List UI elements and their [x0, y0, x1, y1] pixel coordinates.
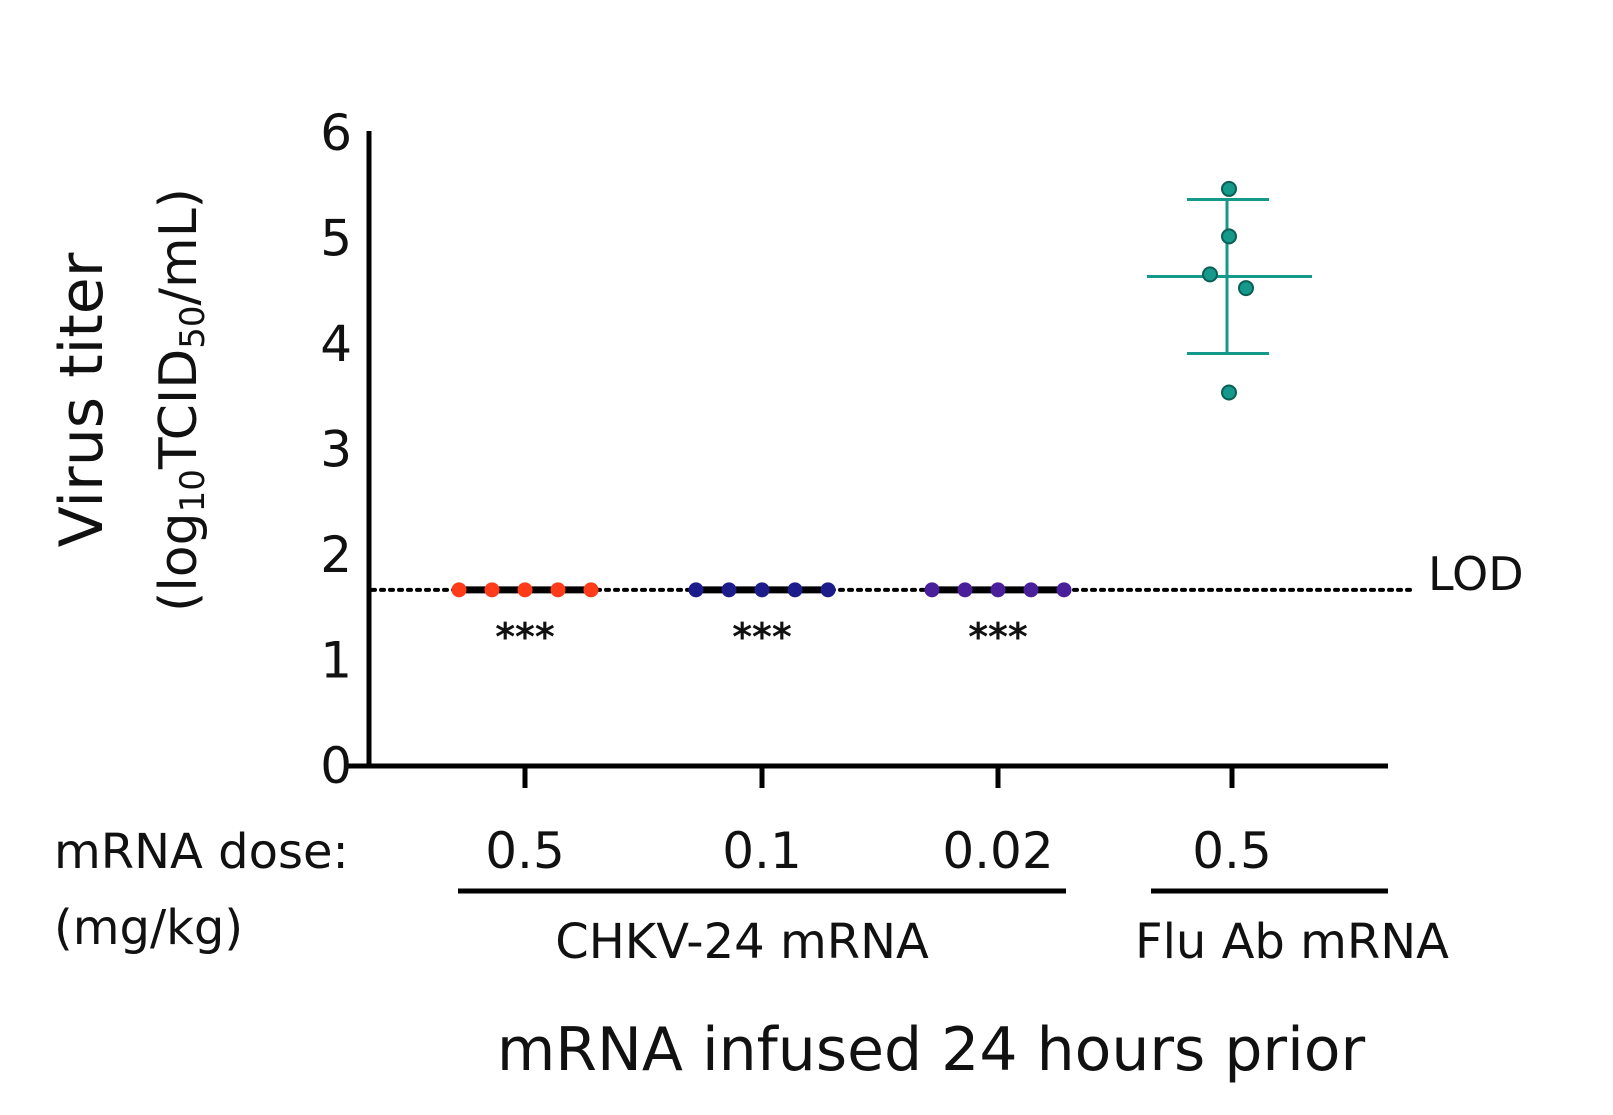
x-tick-label-dose: 0.5 [1192, 822, 1272, 880]
flu-group-label: Flu Ab mRNA [1135, 914, 1449, 970]
data-point [1202, 266, 1218, 283]
data-point [924, 582, 940, 598]
y-tick-label: 0 [320, 737, 352, 795]
data-point [1221, 228, 1237, 245]
y-tick-label: 1 [320, 632, 352, 690]
data-point [990, 582, 1006, 598]
y-tick-label: 2 [320, 526, 352, 584]
significance-label: *** [732, 615, 792, 659]
x-tick-label-dose: 0.5 [485, 822, 565, 880]
data-point [451, 582, 467, 598]
data-point [1056, 582, 1072, 598]
y-tick-label: 5 [320, 210, 352, 268]
y-tick-label: 6 [320, 104, 352, 162]
data-point [517, 582, 533, 598]
data-point [754, 582, 770, 598]
significance-label: *** [968, 615, 1028, 659]
data-point [721, 582, 737, 598]
y-axis-label: Virus titer [47, 252, 117, 547]
lod-label: LOD [1428, 547, 1524, 601]
y-axis-units: (log10TCID50/mL) [149, 188, 213, 612]
data-point [484, 582, 500, 598]
chkv-group-label: CHKV-24 mRNA [555, 914, 929, 970]
data-point [550, 582, 566, 598]
data-point [1023, 582, 1039, 598]
y-tick-label: 4 [320, 315, 352, 373]
data-point [1221, 180, 1237, 197]
x-tick-label-dose: 0.02 [942, 822, 1053, 880]
data-point [1221, 384, 1237, 401]
data-point [688, 582, 704, 598]
data-point [583, 582, 599, 598]
dose-label: mRNA dose: [54, 824, 349, 880]
y-tick-label: 3 [320, 421, 352, 479]
axes [345, 131, 1388, 769]
x-tick-label-dose: 0.1 [722, 822, 802, 880]
data-point [1238, 280, 1254, 297]
dose-units: (mg/kg) [54, 900, 243, 956]
x-axis-title: mRNA infused 24 hours prior [497, 1015, 1366, 1085]
data-point [820, 582, 836, 598]
data-point [787, 582, 803, 598]
data-point [957, 582, 973, 598]
significance-label: *** [495, 615, 555, 659]
